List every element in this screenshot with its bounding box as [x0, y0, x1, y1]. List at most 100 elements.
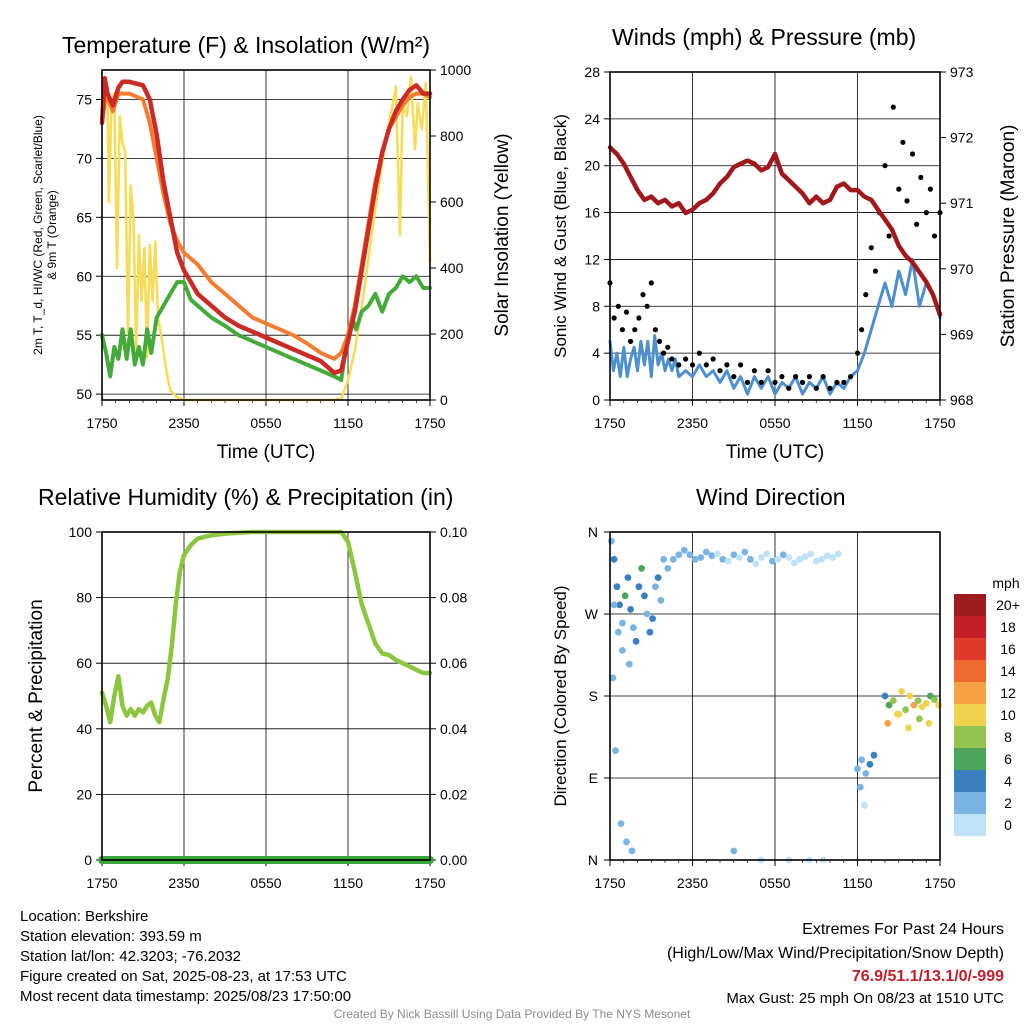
direction-point [866, 760, 874, 768]
direction-point [719, 555, 727, 563]
x-tick-label: 1750 [86, 415, 117, 431]
x-tick-label: 1750 [414, 415, 445, 431]
y-tick-label: 100 [69, 524, 93, 540]
colorbar-swatch [954, 594, 986, 616]
y2-tick-label: 400 [440, 260, 464, 276]
direction-point [619, 647, 626, 654]
colorbar-label: 2 [1004, 795, 1012, 811]
gust-point [863, 292, 869, 298]
gust-point [619, 327, 626, 333]
y-tick-label: N [588, 852, 598, 868]
gust-point [665, 344, 671, 350]
created-text: Figure created on Sat, 2025-08-23, at 17… [20, 968, 347, 985]
gust-point [703, 362, 709, 368]
colorbar-swatch [954, 616, 986, 638]
direction-point [724, 557, 732, 565]
gust-point [779, 374, 785, 380]
gust-point [820, 374, 826, 380]
y2-tick-label: 970 [950, 261, 974, 277]
x-tick-label: 0550 [250, 875, 281, 891]
y2-tick-label: 0.06 [440, 655, 467, 671]
direction-point [916, 715, 923, 723]
x-tick-label: 1750 [594, 415, 625, 431]
direction-point [649, 615, 656, 622]
extremes-heading: Extremes For Past 24 Hours [802, 921, 1004, 938]
y-axis-label-line1: 2m T, T_d, HI/WC (Red, Green, Scarlet/Bl… [31, 115, 45, 355]
dir-panel-title: Wind Direction [696, 484, 846, 510]
gust-point [683, 356, 689, 362]
direction-point [807, 550, 815, 558]
y-tick-label: 50 [76, 386, 92, 402]
y2-tick-label: 800 [440, 128, 464, 144]
direction-point [623, 838, 630, 846]
direction-point [757, 554, 765, 561]
colorbar-swatch [954, 638, 986, 660]
y-tick-label: 16 [584, 205, 600, 221]
direction-point [854, 765, 861, 773]
gust-point [765, 368, 771, 374]
direction-point [624, 574, 632, 581]
colorbar-swatch [954, 770, 986, 792]
colorbar-label: 12 [1000, 685, 1016, 701]
direction-point [616, 601, 623, 609]
x-tick-label: 0550 [250, 415, 281, 431]
gust-point [611, 315, 617, 321]
colorbar-label: 4 [1004, 773, 1012, 789]
direction-point [610, 601, 618, 609]
y-tick-label: 0 [592, 392, 600, 408]
direction-point [922, 699, 930, 707]
y-axis-label: Sonic Wind & Gust (Blue, Black) [551, 114, 570, 358]
direction-point [610, 555, 618, 563]
gust-point [890, 104, 896, 110]
direction-point [609, 674, 617, 682]
colorbar-label: 20+ [996, 597, 1020, 613]
y2-tick-label: 0 [440, 392, 448, 408]
gust-point [834, 379, 840, 385]
gust-point [914, 221, 920, 227]
gust-point [931, 233, 938, 239]
colorbar-label: 16 [1000, 641, 1016, 657]
direction-point [632, 637, 640, 645]
direction-point [881, 692, 889, 700]
x-axis-label: Time (UTC) [217, 442, 316, 463]
direction-point [652, 583, 659, 591]
direction-point [613, 583, 621, 591]
direction-point [654, 574, 662, 581]
x-tick-label: 1150 [333, 875, 363, 891]
gust-point [904, 198, 910, 204]
x-tick-label: 0550 [759, 875, 790, 891]
direction-point [884, 719, 892, 727]
x-tick-label: 1150 [333, 415, 363, 431]
gust-point [918, 174, 924, 180]
direction-point [889, 697, 897, 704]
direction-point [643, 610, 651, 618]
direction-point [829, 554, 837, 561]
y-tick-label: 55 [76, 327, 92, 343]
y2-tick-label: 972 [950, 130, 974, 146]
gust-point [724, 362, 730, 368]
sonic-wind-line [608, 257, 942, 396]
gust-point [872, 268, 879, 274]
direction-point [664, 565, 672, 572]
plot-frame [101, 69, 431, 401]
direction-point [862, 770, 870, 777]
direction-point [625, 660, 633, 668]
y-axis-label: Direction (Colored By Speed) [551, 585, 570, 806]
gust-point [689, 362, 696, 368]
gust-point [848, 374, 854, 380]
y-tick-label: 28 [584, 64, 600, 80]
gust-point [841, 379, 847, 385]
direction-point [657, 596, 665, 604]
gust-point [868, 245, 874, 251]
x-tick-label: 1750 [414, 875, 445, 891]
colorbar-label: 14 [1000, 663, 1016, 679]
direction-point [834, 550, 842, 558]
y2-tick-label: 0.04 [440, 721, 467, 737]
direction-point [708, 552, 716, 560]
direction-point [646, 628, 654, 636]
plot-frame [609, 71, 941, 401]
gust-point [758, 379, 764, 385]
y2-tick-label: 1000 [440, 62, 471, 78]
y-tick-label: S [589, 688, 598, 704]
colorbar-label: 0 [1004, 817, 1012, 833]
